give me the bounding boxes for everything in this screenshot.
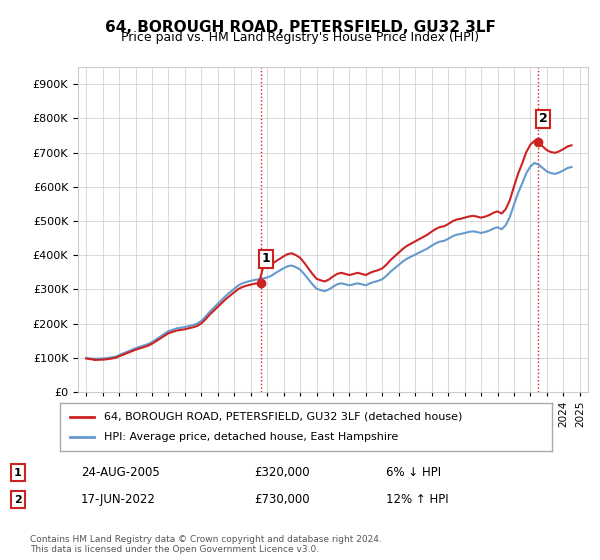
Text: 1: 1: [14, 468, 22, 478]
Text: HPI: Average price, detached house, East Hampshire: HPI: Average price, detached house, East…: [104, 432, 398, 442]
Text: 64, BOROUGH ROAD, PETERSFIELD, GU32 3LF (detached house): 64, BOROUGH ROAD, PETERSFIELD, GU32 3LF …: [104, 412, 463, 422]
Text: 2: 2: [14, 495, 22, 505]
Text: £730,000: £730,000: [254, 493, 310, 506]
Text: 1: 1: [262, 253, 271, 265]
Text: 64, BOROUGH ROAD, PETERSFIELD, GU32 3LF: 64, BOROUGH ROAD, PETERSFIELD, GU32 3LF: [104, 20, 496, 35]
Text: £320,000: £320,000: [254, 466, 310, 479]
Text: 2: 2: [539, 113, 547, 125]
Text: Contains HM Land Registry data © Crown copyright and database right 2024.
This d: Contains HM Land Registry data © Crown c…: [30, 535, 382, 554]
Text: 6% ↓ HPI: 6% ↓ HPI: [386, 466, 442, 479]
Text: Price paid vs. HM Land Registry's House Price Index (HPI): Price paid vs. HM Land Registry's House …: [121, 31, 479, 44]
Text: 24-AUG-2005: 24-AUG-2005: [81, 466, 160, 479]
Text: 12% ↑ HPI: 12% ↑ HPI: [386, 493, 449, 506]
Text: 17-JUN-2022: 17-JUN-2022: [81, 493, 156, 506]
